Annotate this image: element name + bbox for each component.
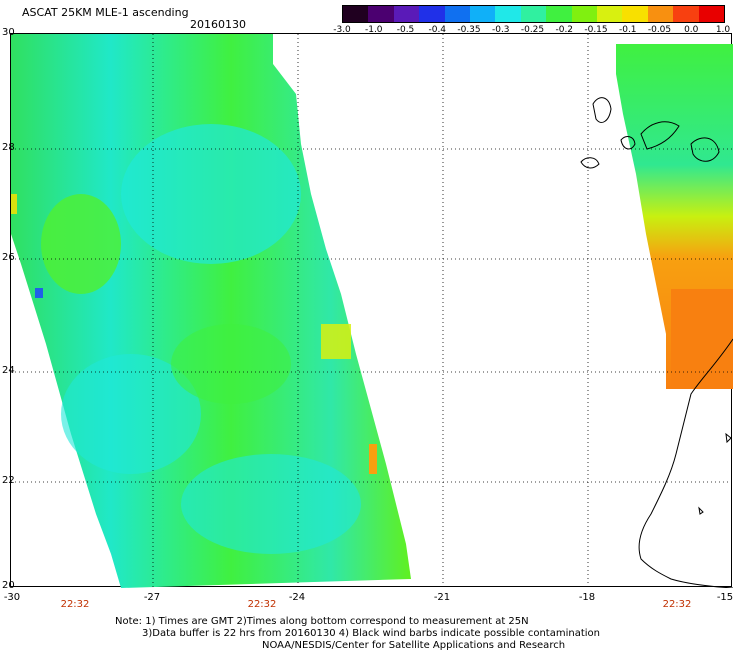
yellow-cell: [11, 194, 17, 214]
color-scale-tick: -0.25: [520, 25, 545, 35]
lat-label: 24: [2, 365, 15, 376]
color-swatch: [546, 6, 572, 22]
lon-label: -27: [143, 592, 161, 603]
color-scale-tick: -0.05: [647, 25, 672, 35]
color-scale-tick: 1.0: [715, 25, 731, 35]
orange-zone: [671, 289, 733, 389]
pass-time-label: 22:32: [60, 599, 90, 610]
coastline: [580, 97, 733, 588]
color-scale-tick: -0.15: [584, 25, 608, 35]
footnote-line-2: 3)Data buffer is 22 hrs from 20160130 4)…: [142, 628, 600, 639]
color-scale-tick: 0.0: [684, 25, 699, 35]
lon-label: -21: [433, 592, 451, 603]
color-scale-tick: -0.35: [457, 25, 481, 35]
color-swatch: [520, 6, 547, 22]
lon-label: -15: [716, 592, 734, 603]
lon-label: -24: [288, 592, 306, 603]
color-scale-tick: -3.0: [333, 25, 351, 35]
color-scale-tick: -1.0: [364, 25, 383, 35]
blue-cell: [35, 288, 43, 298]
color-scale-tick: -0.2: [555, 25, 574, 35]
color-swatch: [368, 6, 394, 22]
color-scale-tick: -0.3: [491, 25, 510, 35]
product-date: 20160130: [190, 18, 246, 31]
color-swatch: [673, 6, 699, 22]
footnote-credit: NOAA/NESDIS/Center for Satellite Applica…: [262, 640, 566, 651]
color-scale-tick: -0.4: [428, 25, 447, 35]
color-swatch: [597, 6, 623, 22]
color-scale-tick: -0.5: [396, 25, 415, 35]
color-swatch: [343, 6, 369, 22]
cyan-zone: [121, 124, 301, 264]
lat-label: 20: [2, 580, 15, 591]
lat-label: 30: [2, 27, 15, 38]
color-swatch: [393, 6, 420, 22]
lon-label: -30: [3, 592, 21, 603]
color-swatch: [419, 6, 445, 22]
color-swatch: [571, 6, 598, 22]
color-swatch: [622, 6, 648, 22]
lat-lon-grid: [11, 34, 733, 588]
map-panel: [10, 33, 733, 588]
green-zone: [41, 194, 121, 294]
color-swatch: [470, 6, 496, 22]
pass-time-label: 22:32: [662, 599, 692, 610]
color-swatch: [495, 6, 521, 22]
color-swatch: [698, 6, 725, 22]
green-zone: [171, 324, 291, 404]
color-swatch: [647, 6, 674, 22]
yellow-cell: [321, 324, 351, 359]
cyan-zone: [61, 354, 201, 474]
lat-label: 26: [2, 252, 15, 263]
lat-label: 28: [2, 142, 15, 153]
orange-cell: [369, 444, 377, 474]
lat-label: 22: [2, 475, 15, 486]
product-title: ASCAT 25KM MLE-1 ascending: [22, 6, 189, 19]
footnote-line-1: Note: 1) Times are GMT 2)Times along bot…: [115, 616, 529, 627]
color-scale-bar: [342, 5, 725, 23]
map-canvas: [11, 34, 733, 588]
color-scale-tick: -0.1: [618, 25, 637, 35]
lon-label: -18: [578, 592, 596, 603]
pass-time-label: 22:32: [247, 599, 277, 610]
cyan-zone: [181, 454, 361, 554]
color-scale-labels: -3.0 -1.0 -0.5 -0.4 -0.35 -0.3 -0.25 -0.2 -0.15-…: [332, 25, 732, 37]
color-swatch: [444, 6, 471, 22]
